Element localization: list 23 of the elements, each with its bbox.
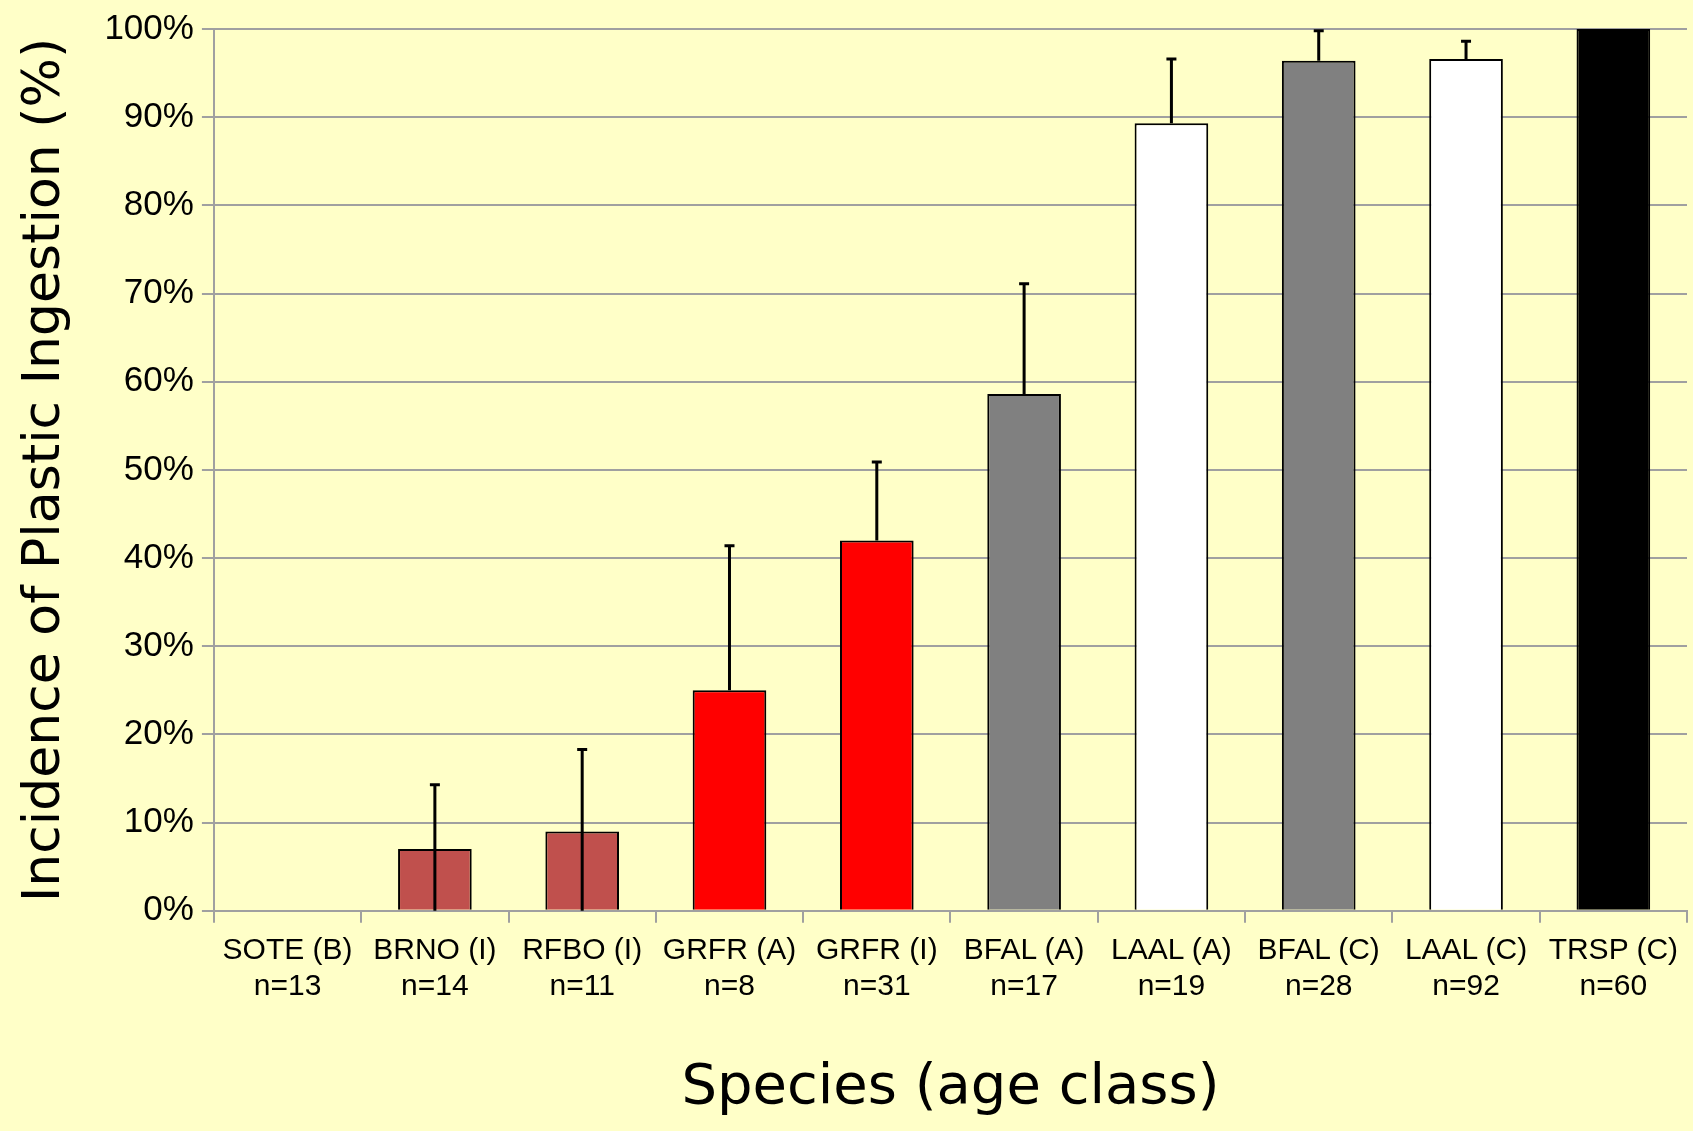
- y-tick-label: 100%: [104, 6, 194, 46]
- y-axis-title: Incidence of Plastic Ingestion (%): [10, 37, 71, 903]
- x-axis-title: Species (age class): [681, 1050, 1220, 1116]
- y-tick-label: 50%: [123, 447, 194, 487]
- y-tick-label: 10%: [123, 800, 194, 840]
- x-tick-label: GRFR (A) n=8: [662, 932, 797, 1002]
- y-tick-label: 30%: [123, 623, 194, 663]
- x-tick-label: RFBO (I) n=11: [522, 932, 643, 1002]
- x-tick-label: TRSP (C) n=60: [1548, 932, 1679, 1002]
- y-tick-label: 80%: [123, 183, 194, 223]
- y-tick-label: 90%: [123, 94, 194, 134]
- y-tick-label: 70%: [123, 271, 194, 311]
- y-tick-label: 40%: [123, 535, 194, 575]
- x-tick-label: GRFR (I) n=31: [815, 932, 938, 1002]
- x-tick-label: LAAL (C) n=92: [1404, 932, 1528, 1002]
- y-tick-label: 20%: [123, 712, 194, 752]
- y-tick-label: 60%: [123, 359, 194, 399]
- y-tick-label: 0%: [143, 888, 194, 928]
- x-tick-label: BRNO (I) n=14: [373, 932, 497, 1002]
- x-tick-label: SOTE (B) n=13: [222, 932, 353, 1002]
- x-tick-label: BFAL (C) n=28: [1257, 932, 1380, 1002]
- x-tick-label: BFAL (A) n=17: [963, 932, 1085, 1002]
- x-tick-label: LAAL (A) n=19: [1111, 932, 1232, 1002]
